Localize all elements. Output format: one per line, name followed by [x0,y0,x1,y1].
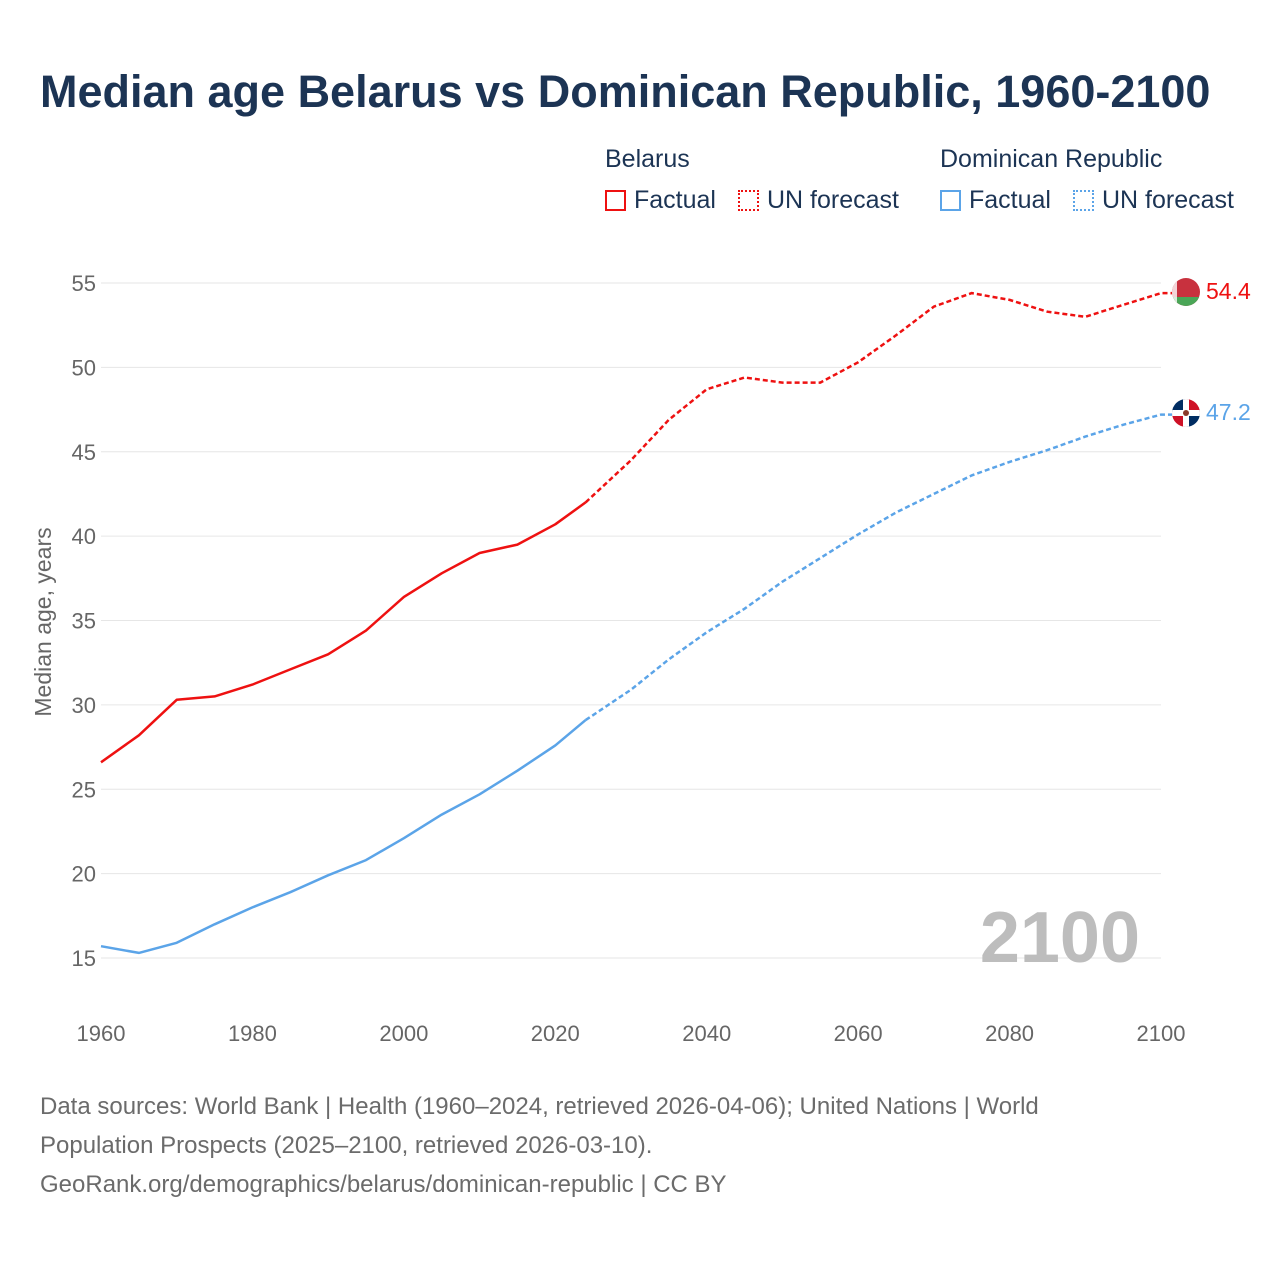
y-tick-label: 40 [72,524,96,549]
x-tick-label: 1980 [228,1021,277,1046]
legend-swatch-dotted [738,190,759,211]
footer-link[interactable]: GeoRank.org/demographics/belarus/dominic… [40,1171,727,1198]
dominican-republic-flag-icon [1172,399,1200,427]
y-tick-label: 25 [72,777,96,802]
footer-line: Data sources: World Bank | Health (1960–… [40,1093,1039,1120]
legend-label: Factual [634,186,716,214]
legend-swatch-solid [940,190,961,211]
x-tick-label: 2020 [531,1021,580,1046]
year-watermark: 2100 [980,898,1140,978]
x-tick-label: 1960 [77,1021,126,1046]
legend-label: UN forecast [1102,186,1234,214]
dr-end-label: 47.2 [1206,399,1251,425]
series-line-factual-0 [100,501,587,764]
y-axis-label: Median age, years [30,527,56,716]
footer-sources: Data sources: World Bank | Health (1960–… [40,1087,1240,1204]
legend-belarus-factual[interactable]: Factual [605,186,716,215]
belarus-end-label: 54.4 [1206,278,1251,304]
legend-belarus-forecast[interactable]: UN forecast [738,186,899,215]
y-tick-label: 45 [72,440,96,465]
x-tick-label: 2040 [682,1021,731,1046]
y-tick-label: 55 [72,271,96,296]
y-tick-label: 15 [72,946,96,971]
x-tick-label: 2100 [1137,1021,1186,1046]
chart-title: Median age Belarus vs Dominican Republic… [40,66,1211,117]
legend-group-belarus: Belarus [605,145,690,173]
y-tick-label: 30 [72,693,96,718]
footer-line: Population Prospects (2025–2100, retriev… [40,1132,653,1159]
legend-swatch-dotted [1073,190,1094,211]
series-line-factual-1 [100,719,587,955]
y-tick-label: 35 [72,609,96,634]
x-tick-label: 2080 [985,1021,1034,1046]
legend-label: Factual [969,186,1051,214]
legend-swatch-solid [605,190,626,211]
series-line-forecast-0 [584,291,1172,504]
belarus-flag-icon [1172,278,1200,306]
series-line-forecast-1 [584,413,1172,722]
y-tick-label: 50 [72,355,96,380]
legend-dr-factual[interactable]: Factual [940,186,1051,215]
legend-label: UN forecast [767,186,899,214]
y-tick-label: 20 [72,862,96,887]
x-tick-label: 2000 [379,1021,428,1046]
legend-group-dominican-republic: Dominican Republic [940,145,1163,173]
legend-dr-forecast[interactable]: UN forecast [1073,186,1234,215]
x-tick-label: 2060 [834,1021,883,1046]
